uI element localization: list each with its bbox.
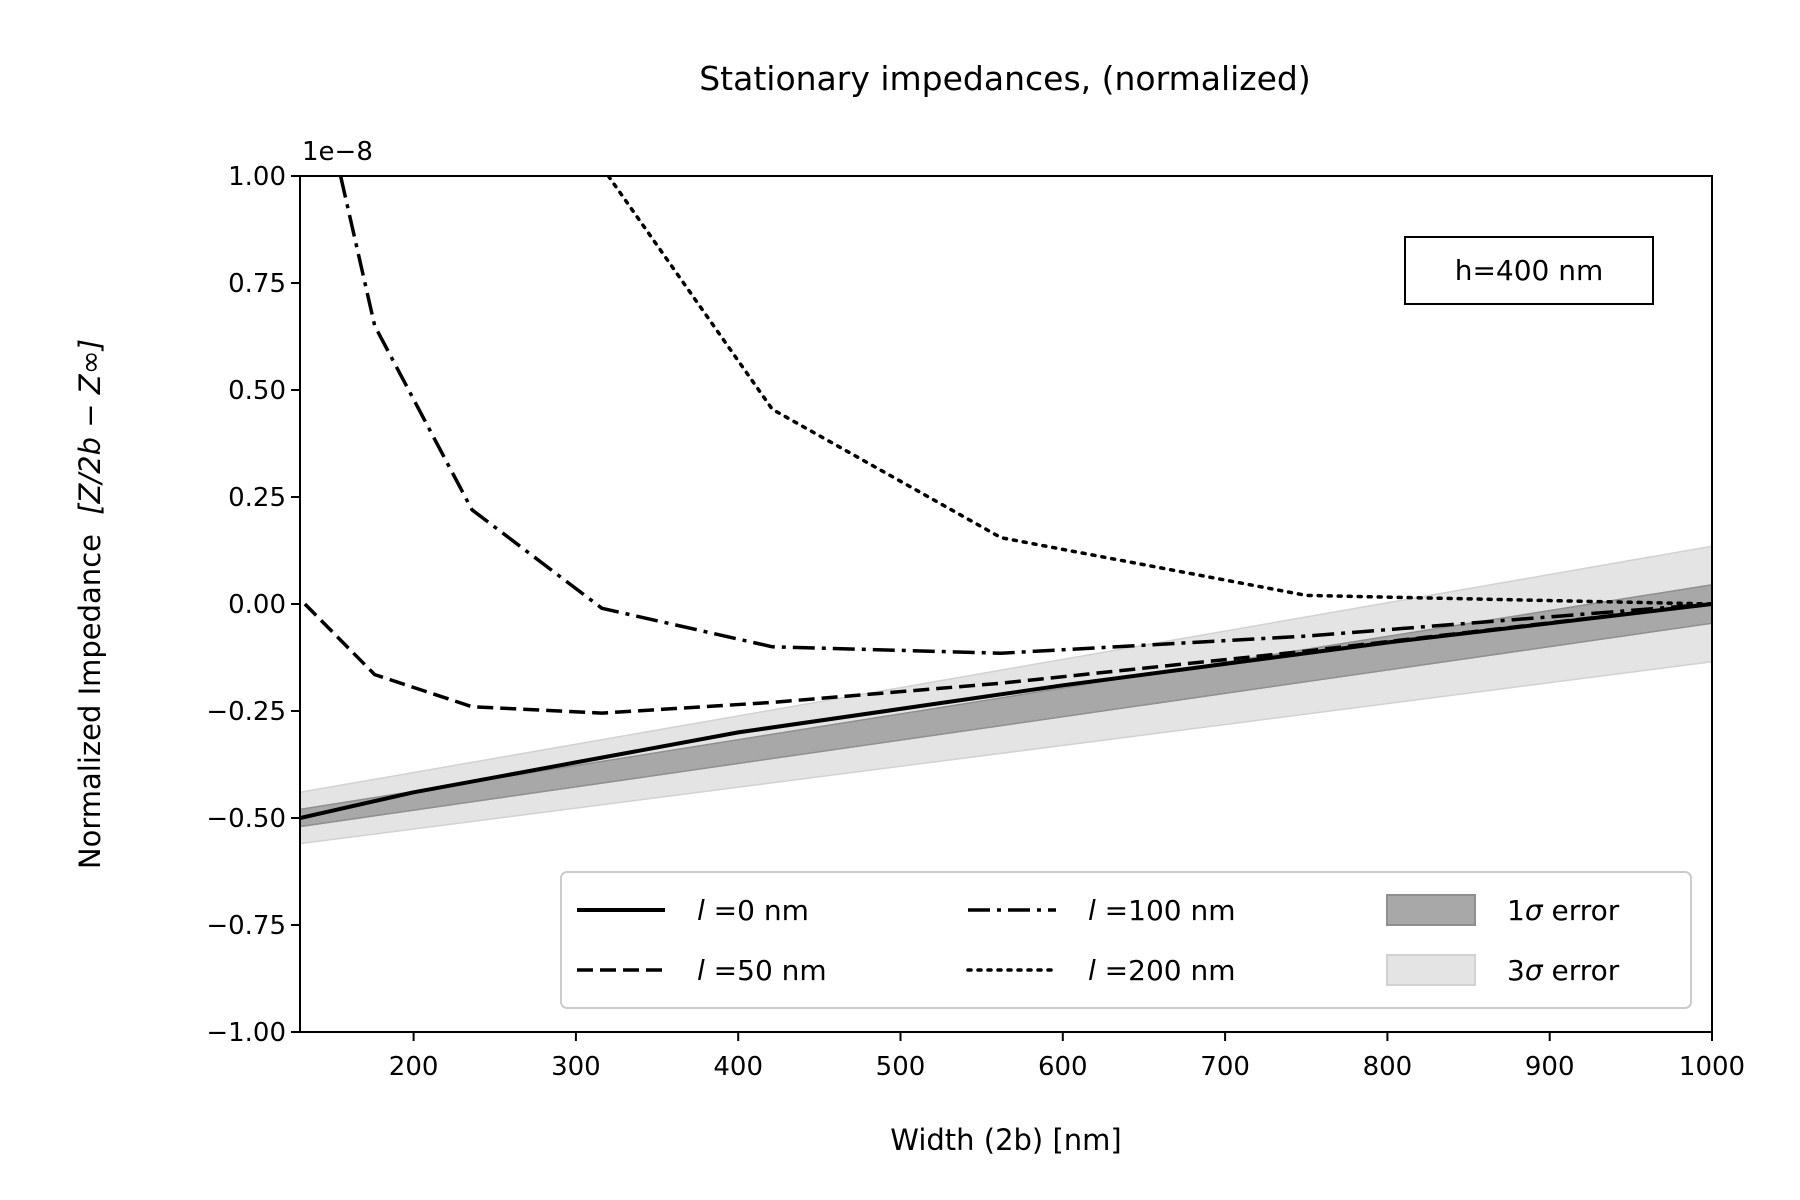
- x-tick-label: 1000: [1679, 1052, 1745, 1082]
- y-offset-label: 1e−8: [302, 137, 373, 167]
- legend-swatch-3sigma: [1386, 954, 1476, 986]
- chart-title: Stationary impedances, (normalized): [699, 59, 1311, 98]
- x-tick-label: 700: [1200, 1052, 1250, 1082]
- legend: l =0 nm l =50 nm l =100 nm l =200 nm 1σ erro…: [560, 871, 1692, 1009]
- plot-area: [300, 176, 1712, 845]
- legend-label-dotted: l =200 nm: [1088, 954, 1236, 987]
- legend-label-1sigma: 1σ error: [1507, 894, 1620, 927]
- y-axis-label-math: [Z/2b − Z∞]: [73, 339, 107, 515]
- x-tick-label: 400: [713, 1052, 763, 1082]
- x-tick-label: 800: [1363, 1052, 1413, 1082]
- annotation-box: h=400 nm: [1404, 236, 1654, 305]
- x-tick-label: 200: [389, 1052, 439, 1082]
- x-tick-label: 900: [1525, 1052, 1575, 1082]
- y-tick-label: 0.25: [228, 483, 286, 513]
- x-tick-label: 500: [876, 1052, 926, 1082]
- band-1sigma: [300, 583, 1712, 828]
- y-axis-label-group: Normalized Impedance [Z/2b − Z∞]: [73, 339, 107, 869]
- x-axis: 200 300 400 500 600 700 800 900 1000: [389, 1032, 1745, 1082]
- legend-label-dashed: l =50 nm: [697, 954, 827, 987]
- legend-swatch-1sigma: [1386, 894, 1476, 926]
- annotation-text: h=400 nm: [1455, 254, 1604, 287]
- legend-label-3sigma: 3σ error: [1507, 954, 1620, 987]
- y-tick-label: 1.00: [228, 162, 286, 192]
- series-line-dotted: [606, 176, 1712, 606]
- y-tick-label: −0.50: [206, 804, 286, 834]
- series-line-dashed: [303, 602, 1712, 715]
- legend-label-solid: l =0 nm: [697, 894, 809, 927]
- legend-frame: [560, 871, 1692, 1009]
- y-tick-label: −0.25: [206, 697, 286, 727]
- y-axis-label: Normalized Impedance: [73, 534, 107, 869]
- y-tick-label: −0.75: [206, 911, 286, 941]
- y-tick-label: 0.00: [228, 590, 286, 620]
- x-tick-label: 600: [1038, 1052, 1088, 1082]
- series-lines: [300, 176, 1712, 820]
- y-tick-label: 0.50: [228, 376, 286, 406]
- y-axis: −1.00 −0.75 −0.50 −0.25 0.00 0.25 0.50 0.75 1.00: [206, 162, 300, 1048]
- x-axis-label: Width (2b) [nm]: [890, 1123, 1121, 1157]
- legend-label-dashdot: l =100 nm: [1088, 894, 1236, 927]
- y-tick-label: 0.75: [228, 269, 286, 299]
- svg-text:Normalized Impedance [Z/: Normalized Impedance [Z/2b − Z∞]: [73, 339, 107, 869]
- y-tick-label: −1.00: [206, 1018, 286, 1048]
- series-line-dashdot: [338, 176, 1712, 655]
- x-tick-label: 300: [551, 1052, 601, 1082]
